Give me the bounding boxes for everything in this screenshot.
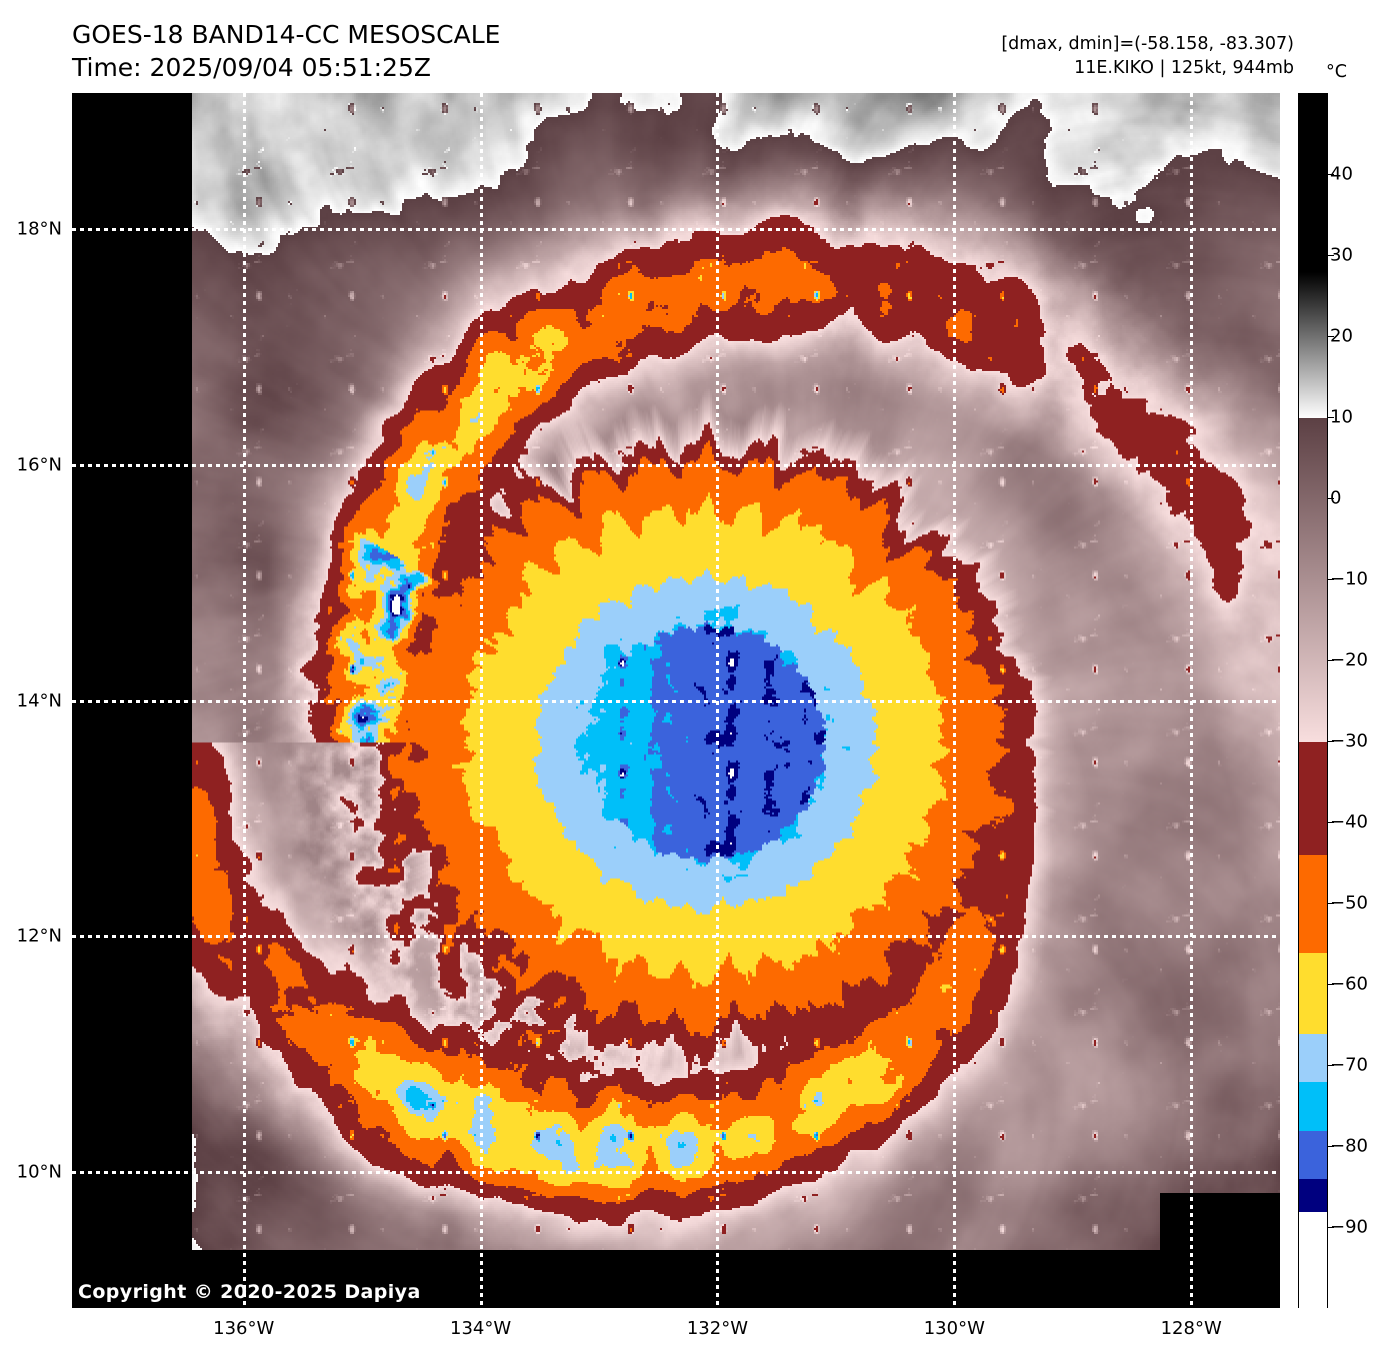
storm-info-label: 11E.KIKO | 125kt, 944mb — [1074, 58, 1294, 78]
colorbar-band-royal-blue — [1299, 1130, 1327, 1180]
timestamp-label: Time: 2025/09/04 05:51:25Z — [72, 53, 431, 82]
colorbar-band-black-hot — [1299, 94, 1327, 273]
colorbar-band-navy — [1299, 1179, 1327, 1212]
title-block: GOES-18 BAND14-CC MESOSCALE Time: 2025/0… — [72, 18, 500, 84]
colorbar-band-dark-red — [1299, 742, 1327, 856]
colorbar-tickmark — [1328, 1065, 1334, 1066]
colorbar-band-brown-pink-ramp — [1299, 418, 1327, 742]
lon-tick-134: 134°W — [450, 1318, 512, 1339]
colorbar-tickmark — [1328, 660, 1334, 661]
lat-tick-10: 10°N — [16, 1161, 62, 1183]
colorbar-tick-20: 20 — [1330, 325, 1353, 347]
colorbar-tickmark — [1328, 174, 1334, 175]
colorbar-tick--60: −60 — [1330, 973, 1368, 995]
colorbar-tick--70: −70 — [1330, 1054, 1368, 1076]
colorbar-band-gray-ramp — [1299, 272, 1327, 418]
metadata-block: [dmax, dmin]=(-58.158, -83.307) 11E.KIKO… — [1001, 32, 1294, 80]
colorbar-band-yellow — [1299, 952, 1327, 1034]
lon-tick-130: 130°W — [923, 1318, 985, 1339]
colorbar-tick-10: 10 — [1330, 406, 1353, 428]
colorbar-tickmark — [1328, 822, 1334, 823]
page-title: GOES-18 BAND14-CC MESOSCALE — [72, 20, 501, 49]
no-data-void — [72, 93, 192, 1308]
colorbar-tick--80: −80 — [1330, 1135, 1368, 1157]
colorbar-tick--90: −90 — [1330, 1216, 1368, 1238]
lat-tick-18: 18°N — [16, 218, 62, 240]
dminmax-label: [dmax, dmin]=(-58.158, -83.307) — [1001, 34, 1294, 54]
colorbar-tick-0: 0 — [1330, 487, 1342, 509]
copyright-notice: Copyright © 2020-2025 Dapiya — [78, 1281, 421, 1303]
no-data-void — [1160, 1193, 1280, 1308]
colorbar-tickmark — [1328, 579, 1334, 580]
colorbar-tick--20: −20 — [1330, 649, 1368, 671]
colorbar-band-orange — [1299, 855, 1327, 953]
colorbar-tickmark — [1328, 498, 1334, 499]
colorbar-tick-30: 30 — [1330, 244, 1353, 266]
no-data-regions — [72, 93, 1280, 1308]
colorbar-tickmark — [1328, 903, 1334, 904]
lat-tick-12: 12°N — [16, 925, 62, 947]
colorbar-tick--10: −10 — [1330, 568, 1368, 590]
colorbar-tickmark — [1328, 741, 1334, 742]
lon-tick-136: 136°W — [213, 1318, 275, 1339]
colorbar-unit-label: °C — [1326, 62, 1347, 82]
colorbar-tick-40: 40 — [1330, 163, 1353, 185]
colorbar-band-light-blue — [1299, 1033, 1327, 1083]
lon-tick-132: 132°W — [686, 1318, 749, 1339]
lat-tick-16: 16°N — [16, 454, 62, 476]
colorbar-band-white-coldest — [1299, 1211, 1327, 1309]
lat-tick-14: 14°N — [16, 690, 62, 711]
colorbar-tick--50: −50 — [1330, 892, 1368, 914]
no-data-void — [192, 1250, 1280, 1308]
colorbar-tickmark — [1328, 336, 1334, 337]
temperature-colorbar[interactable] — [1298, 93, 1328, 1309]
colorbar-tickmark — [1328, 1146, 1334, 1147]
lon-tick-128: 128°W — [1160, 1318, 1222, 1339]
colorbar-tickmark — [1328, 255, 1334, 256]
colorbar-tickmark — [1328, 417, 1334, 418]
satellite-map[interactable] — [72, 93, 1280, 1308]
colorbar-tick--40: −40 — [1330, 811, 1368, 833]
colorbar-band-cyan — [1299, 1082, 1327, 1131]
colorbar-tickmark — [1328, 1227, 1334, 1228]
colorbar-tickmark — [1328, 984, 1334, 985]
colorbar-tick--30: −30 — [1330, 730, 1368, 752]
